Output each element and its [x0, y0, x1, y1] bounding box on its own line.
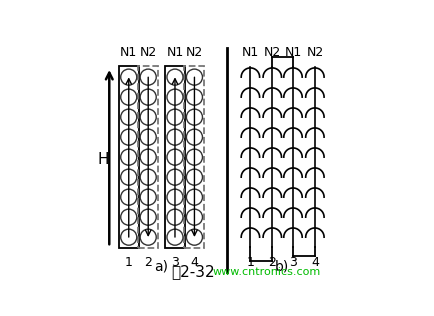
Circle shape [187, 209, 203, 225]
Circle shape [187, 169, 203, 185]
Text: 1: 1 [125, 256, 133, 269]
Circle shape [140, 229, 156, 245]
Text: 3: 3 [289, 256, 297, 269]
Circle shape [121, 229, 137, 245]
Text: a): a) [155, 260, 168, 274]
Circle shape [121, 169, 137, 185]
Bar [165, 66, 185, 248]
Circle shape [140, 129, 156, 145]
Circle shape [167, 149, 183, 165]
Circle shape [121, 209, 137, 225]
Circle shape [167, 169, 183, 185]
Bar [138, 66, 158, 248]
Text: N2: N2 [264, 46, 281, 58]
Text: H: H [98, 152, 109, 167]
Circle shape [167, 189, 183, 205]
Circle shape [167, 89, 183, 105]
Circle shape [167, 229, 183, 245]
Circle shape [187, 149, 203, 165]
Bar [184, 66, 204, 248]
Circle shape [187, 229, 203, 245]
Text: 4: 4 [311, 256, 319, 269]
Circle shape [187, 69, 203, 85]
Circle shape [121, 89, 137, 105]
Text: 3: 3 [171, 256, 179, 269]
Circle shape [140, 149, 156, 165]
Text: N2: N2 [140, 46, 157, 58]
Circle shape [167, 129, 183, 145]
Text: N2: N2 [186, 46, 203, 58]
Circle shape [187, 109, 203, 125]
Text: www.cntronics.com: www.cntronics.com [212, 266, 320, 276]
Circle shape [167, 69, 183, 85]
Text: N2: N2 [306, 46, 323, 58]
Text: 4: 4 [191, 256, 198, 269]
Circle shape [140, 69, 156, 85]
Text: b): b) [275, 260, 289, 274]
Circle shape [121, 189, 137, 205]
Circle shape [121, 129, 137, 145]
Circle shape [140, 209, 156, 225]
Circle shape [140, 109, 156, 125]
Circle shape [187, 189, 203, 205]
Circle shape [187, 89, 203, 105]
Text: 2: 2 [144, 256, 152, 269]
Circle shape [121, 109, 137, 125]
Circle shape [167, 209, 183, 225]
Text: 图2-32: 图2-32 [171, 264, 215, 279]
Circle shape [140, 189, 156, 205]
Circle shape [121, 69, 137, 85]
Circle shape [140, 89, 156, 105]
Circle shape [140, 169, 156, 185]
Text: N1: N1 [166, 46, 184, 58]
Bar [119, 66, 139, 248]
Text: N1: N1 [120, 46, 138, 58]
Circle shape [187, 129, 203, 145]
Text: N1: N1 [284, 46, 302, 58]
Text: 1: 1 [247, 256, 254, 269]
Text: 2: 2 [268, 256, 276, 269]
Circle shape [167, 109, 183, 125]
Text: N1: N1 [242, 46, 259, 58]
Circle shape [121, 149, 137, 165]
